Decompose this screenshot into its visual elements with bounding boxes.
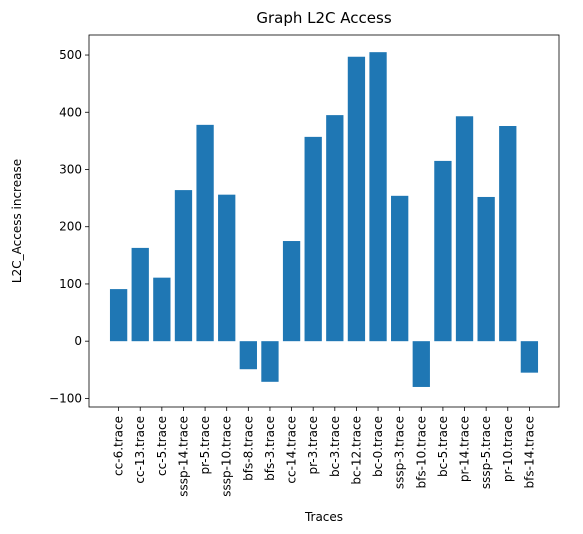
y-tick-label: 0 [74,334,82,348]
x-axis: cc-6.trace cc-13.trace cc-5.trace sssp-14.t… [112,407,536,497]
x-tick-label: cc-13.trace [133,416,147,484]
bar-sssp-10-trace [218,194,236,342]
bar-sssp-5-trace [477,196,495,342]
bar-bfs-3-trace [261,341,279,382]
x-tick-label: bfs-14.trace [522,416,536,488]
y-tick-label: 200 [59,220,82,234]
x-tick-label: bfs-3.trace [263,416,277,481]
y-tick-label: 500 [59,48,82,62]
bar-pr-10-trace [499,126,517,342]
x-tick-label: bfs-10.trace [414,416,428,488]
bar-sssp-3-trace [391,195,409,342]
bars-group [109,52,539,387]
x-tick-label: pr-3.trace [306,416,320,475]
bar-bc-0-trace [369,52,387,342]
bar-sssp-14-trace [174,190,193,342]
x-tick-label: pr-14.trace [458,416,472,482]
bar-bc-5-trace [434,160,452,342]
x-tick-label: cc-5.trace [155,416,169,476]
x-tick-label: bfs-8.trace [241,416,255,481]
x-tick-label: pr-10.trace [501,416,515,482]
bar-pr-5-trace [196,124,214,342]
y-tick-label: 100 [59,277,82,291]
bar-bc-3-trace [326,115,344,342]
x-tick-label: sssp-5.trace [479,416,493,489]
bar-bfs-14-trace [520,341,539,373]
x-tick-label: cc-14.trace [285,416,299,484]
chart-title: Graph L2C Access [256,9,391,27]
y-axis: −100 0 100 200 300 400 500 [49,48,89,405]
y-tick-label: −100 [49,391,82,405]
x-tick-label: bc-0.trace [371,416,385,477]
y-axis-label: L2C_Access increase [10,159,24,283]
x-tick-label: sssp-10.trace [220,416,234,497]
plot-frame [88,34,560,408]
x-tick-label: pr-5.trace [198,416,212,475]
bar-cc-5-trace [153,277,171,342]
x-tick-label: sssp-3.trace [393,416,407,489]
bar-cc-14-trace [282,241,301,342]
x-tick-label: bc-3.trace [328,416,342,477]
y-tick-label: 400 [59,105,82,119]
bar-bfs-8-trace [239,341,257,370]
x-axis-label: Traces [304,510,343,524]
bar-cc-6-trace [109,289,128,342]
bar-cc-13-trace [131,247,149,342]
x-tick-label: sssp-14.trace [176,416,190,497]
x-tick-label: bc-5.trace [436,416,450,477]
x-tick-label: cc-6.trace [112,416,126,476]
x-tick-label: bc-12.trace [349,416,363,485]
bar-bc-12-trace [347,56,366,342]
bar-bfs-10-trace [412,341,430,387]
bar-pr-3-trace [304,136,322,342]
y-tick-label: 300 [59,162,82,176]
bar-pr-14-trace [455,116,474,342]
